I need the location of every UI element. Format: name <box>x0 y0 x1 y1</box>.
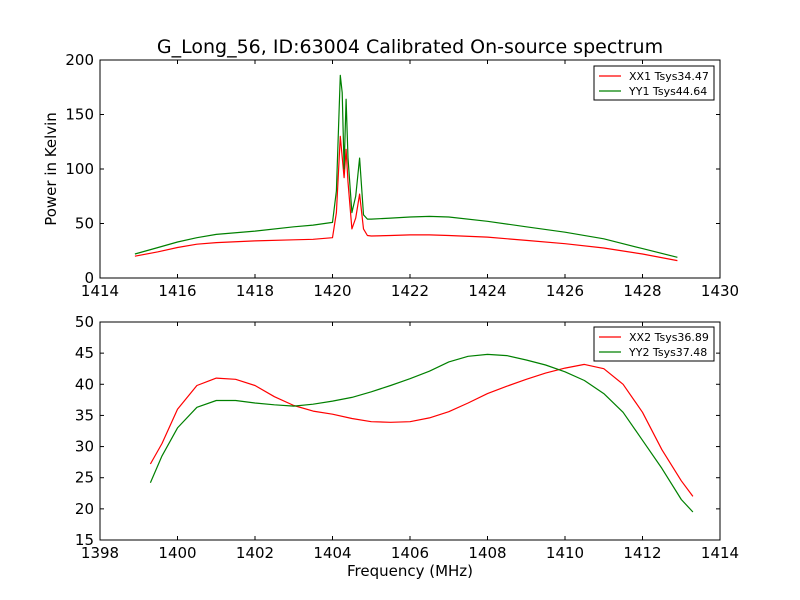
x-tick-label: 1402 <box>236 544 274 562</box>
x-tick-label: 1404 <box>313 544 351 562</box>
x-tick-label: 1400 <box>158 544 196 562</box>
y-tick-label: 50 <box>75 313 94 331</box>
y-tick-label: 200 <box>65 51 94 69</box>
y-tick-label: 20 <box>75 500 94 518</box>
y-tick-label: 0 <box>84 269 94 287</box>
x-tick-label: 1416 <box>158 282 196 300</box>
y-tick-label: 35 <box>75 406 94 424</box>
x-tick-label: 1410 <box>546 544 584 562</box>
legend-box <box>593 65 715 101</box>
y-axis-label: Power in Kelvin <box>42 112 60 226</box>
x-tick-label: 1408 <box>468 544 506 562</box>
x-tick-label: 1414 <box>701 544 739 562</box>
x-tick-label: 1398 <box>81 544 119 562</box>
legend-box <box>593 326 715 362</box>
plot-area <box>134 74 678 262</box>
x-tick-label: 1422 <box>391 282 429 300</box>
bottom-spectrum-panel: 1398 1400 1402 1404 1406 1408 1410 1412 1414 15 20… <box>75 313 739 580</box>
legend-label: XX2 Tsys36.89 <box>629 331 709 344</box>
x-tick-label: 1406 <box>391 544 429 562</box>
y-tick-label: 150 <box>65 106 94 124</box>
y-tick-label: 45 <box>75 344 94 362</box>
chart-title: G_Long_56, ID:63004 Calibrated On-source… <box>157 36 663 58</box>
y-tick-label: 30 <box>75 438 94 456</box>
legend-label: XX1 Tsys34.47 <box>629 70 709 83</box>
y-tick-label: 40 <box>75 375 94 393</box>
series-line-xx1 <box>134 135 678 262</box>
y-tick-label: 25 <box>75 469 94 487</box>
x-tick-label: 1414 <box>81 282 119 300</box>
x-tick-label: 1418 <box>236 282 274 300</box>
legend-label: YY1 Tsys44.64 <box>628 85 707 98</box>
y-tick-label: 15 <box>75 531 94 549</box>
legend-label: YY2 Tsys37.48 <box>628 346 707 359</box>
x-axis-label: Frequency (MHz) <box>347 562 473 580</box>
x-tick-label: 1426 <box>546 282 584 300</box>
y-tick-label: 100 <box>65 160 94 178</box>
legend: XX1 Tsys34.47 YY1 Tsys44.64 <box>593 65 715 101</box>
x-tick-label: 1412 <box>623 544 661 562</box>
x-tick-label: 1430 <box>701 282 739 300</box>
series-line-yy2 <box>149 353 694 513</box>
x-tick-label: 1424 <box>468 282 506 300</box>
y-tick-label: 50 <box>75 215 94 233</box>
plot-area <box>149 353 694 513</box>
series-line-xx2 <box>149 363 694 497</box>
top-spectrum-panel: 1414 1416 1418 1420 1422 1424 1426 1428 1430 0 50 1… <box>42 51 739 300</box>
x-tick-label: 1428 <box>623 282 661 300</box>
series-line-yy1 <box>134 74 678 258</box>
legend: XX2 Tsys36.89 YY2 Tsys37.48 <box>593 326 715 362</box>
x-tick-label: 1420 <box>313 282 351 300</box>
